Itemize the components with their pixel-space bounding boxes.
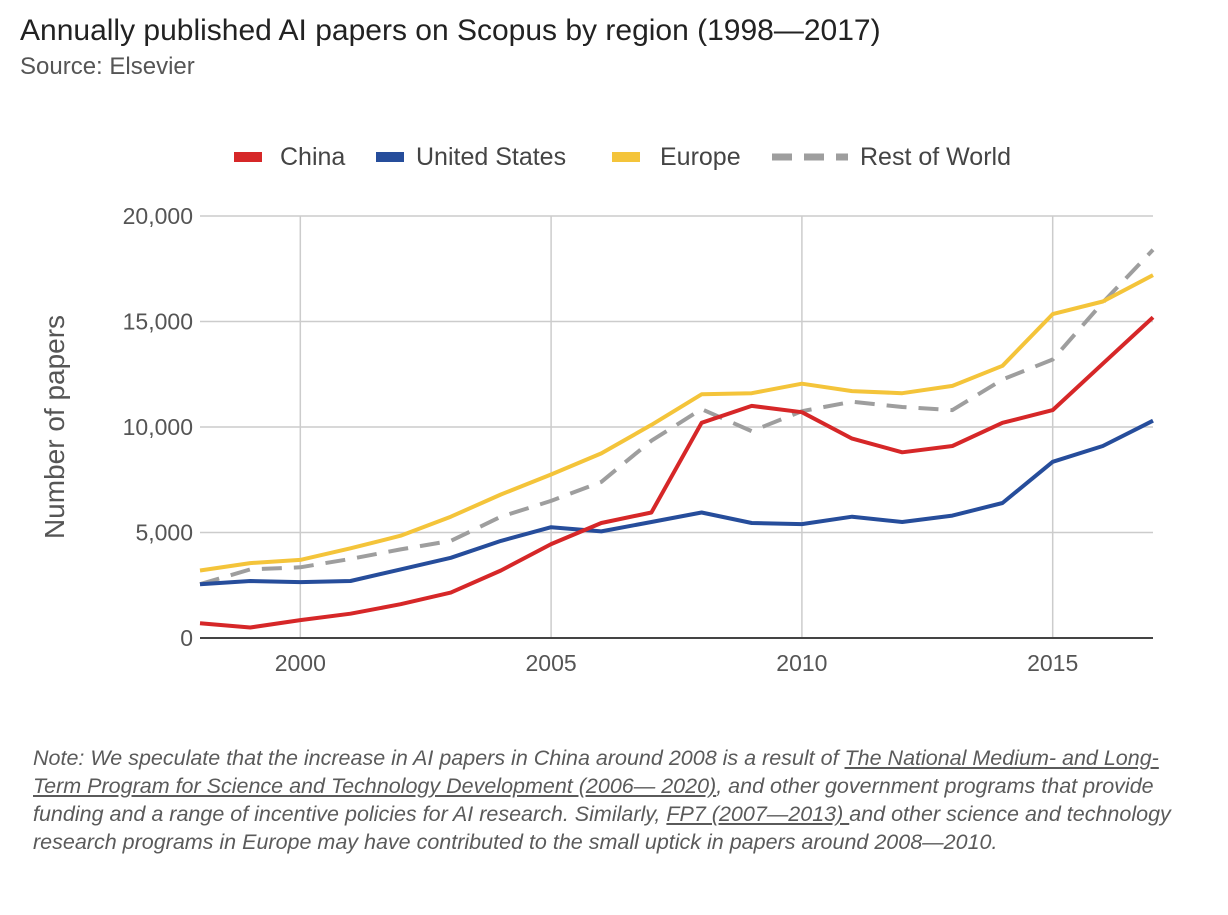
program-link[interactable]: The National Medium- and Long-Term Progr… (33, 746, 1159, 798)
legend-united-states-label: United States (416, 143, 566, 171)
line-chart: 0 5,000 10,000 15,000 20,000 2000 2005 2010 2015… (39, 143, 1155, 676)
series-line-europe (199, 273, 1154, 573)
x-tick-label: 2010 (776, 650, 827, 676)
x-tick-label: 2005 (526, 650, 577, 676)
legend-rest-of-world-label: Rest of World (860, 143, 1011, 171)
fp7-link[interactable]: FP7 (2007—2013) (666, 802, 850, 826)
y-axis-label: Number of papers (39, 315, 70, 539)
y-tick-label: 15,000 (123, 309, 193, 335)
legend-china-label: China (280, 143, 345, 171)
y-tick-label: 20,000 (123, 203, 193, 229)
note-text-2: , and other government programs that pro… (33, 774, 1154, 826)
y-tick-label: 5,000 (135, 520, 193, 546)
legend-europe-swatch (612, 152, 640, 162)
legend-china-swatch (234, 152, 262, 162)
series-line-rest-of-world (199, 248, 1155, 587)
legend-united-states-swatch (376, 152, 404, 162)
y-tick-label: 10,000 (123, 414, 193, 440)
note-text-1: Note: We speculate that the increase in … (33, 746, 845, 770)
chart-title: Annually published AI papers on Scopus b… (20, 14, 881, 47)
series-line-united-states (199, 418, 1154, 587)
series-line-china (199, 315, 1155, 630)
legend-europe-label: Europe (660, 143, 741, 171)
x-tick-label: 2015 (1027, 650, 1078, 676)
chart-source: Source: Elsevier (20, 53, 195, 80)
note-text-3: and other science and technology researc… (33, 802, 1171, 854)
y-tick-label: 0 (180, 625, 193, 651)
footnote: Note: We speculate that the increase in … (33, 744, 1193, 856)
x-tick-label: 2000 (275, 650, 326, 676)
